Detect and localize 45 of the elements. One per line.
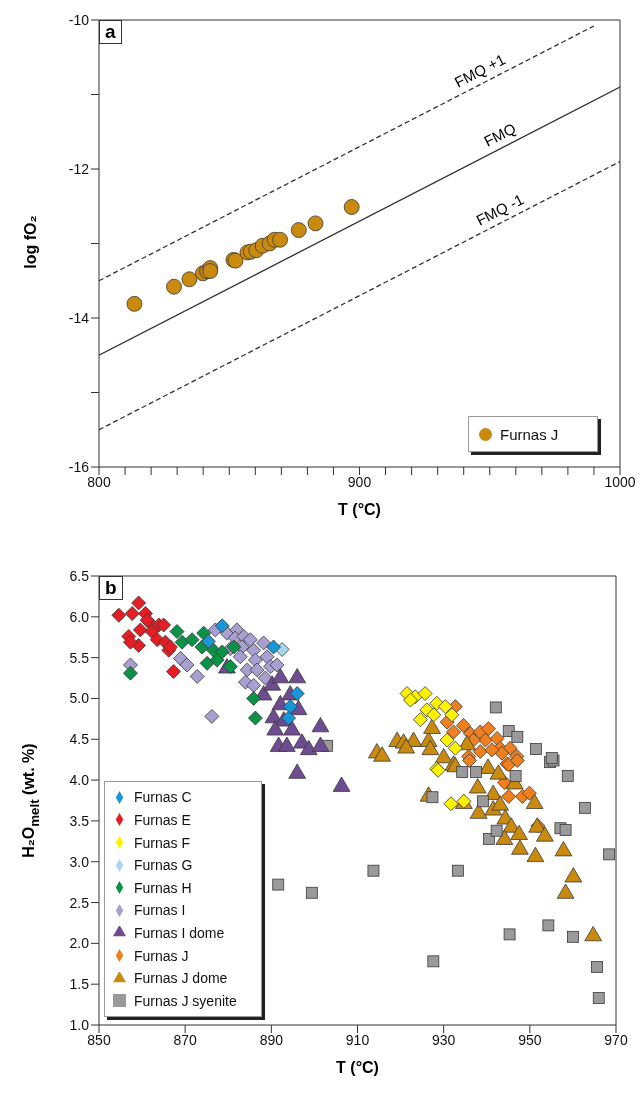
annotation: a	[99, 20, 122, 44]
legend-label: Furnas J	[134, 947, 189, 964]
x-axis-title: T (°C)	[335, 1059, 380, 1077]
x-tick-label: 850	[87, 1031, 111, 1048]
y-tick-label: 4.5	[69, 731, 90, 748]
y-tick-label: -10	[68, 11, 90, 28]
x-tick-label: 870	[173, 1031, 198, 1048]
legend-label: Furnas I dome	[134, 924, 225, 941]
x-tick-label: 930	[431, 1031, 456, 1048]
legend-label: Furnas E	[134, 811, 191, 828]
y-tick-label: 1.0	[69, 1016, 90, 1033]
legend-label: Furnas J	[500, 425, 559, 443]
y-tick-label: 2.5	[69, 894, 90, 911]
x-tick-label: 900	[347, 473, 372, 490]
x-tick-label: 1000	[604, 473, 636, 490]
legend-label: Furnas G	[134, 857, 193, 874]
y-tick-label: 2.0	[69, 935, 90, 952]
legend-label: Furnas J syenite	[134, 992, 237, 1009]
annotation: FMQ	[479, 118, 520, 153]
y-tick-label: -12	[68, 160, 90, 177]
y-tick-label: 4.0	[69, 772, 90, 789]
x-tick-label: 950	[518, 1031, 542, 1048]
y-axis-title: log fO₂	[22, 213, 40, 271]
x-axis-title: T (°C)	[337, 501, 382, 519]
y-tick-label: 3.0	[69, 853, 90, 870]
x-tick-label: 910	[345, 1031, 370, 1048]
legend-label: Furnas J dome	[134, 970, 228, 987]
y-tick-label: -14	[68, 309, 90, 326]
annotation: FMQ -1	[472, 189, 528, 231]
legend-label: Furnas C	[134, 789, 192, 806]
legend-label: Furnas H	[134, 879, 192, 896]
x-tick-label: 890	[259, 1031, 284, 1048]
y-tick-label: 5.5	[69, 649, 90, 666]
annotation: b	[99, 576, 123, 600]
x-tick-label: 800	[87, 473, 111, 490]
y-tick-label: 3.5	[69, 812, 90, 829]
y-tick-label: 1.5	[69, 976, 90, 993]
x-tick-label: 970	[604, 1031, 628, 1048]
y-tick-label: 5.0	[69, 690, 90, 707]
legend-label: Furnas I	[134, 902, 186, 919]
legend-label: Furnas F	[134, 834, 191, 851]
annotation: FMQ +1	[450, 49, 509, 93]
y-tick-label: 6.0	[69, 608, 90, 625]
y-tick-label: 6.5	[69, 567, 90, 584]
y-tick-label: -16	[68, 458, 90, 475]
